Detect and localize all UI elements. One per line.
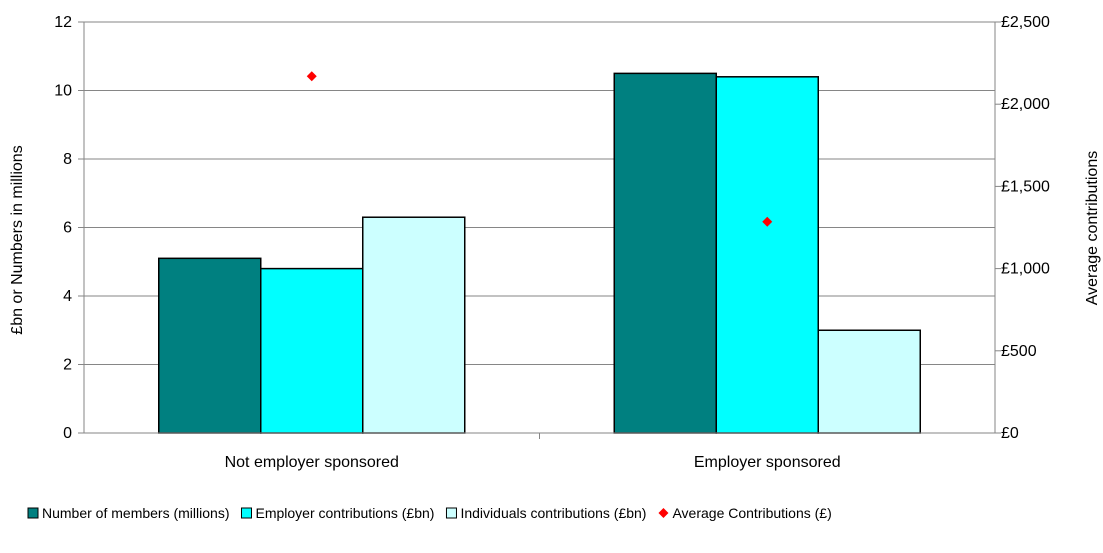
category-label: Employer sponsored [694, 454, 841, 471]
left-axis-ticks: 0 2 4 6 8 10 12 [54, 14, 84, 442]
category-labels: Not employer sponsored Employer sponsored [225, 454, 841, 471]
legend-swatch [445, 507, 457, 519]
y2-axis-title: Average contributions [1084, 151, 1101, 305]
legend-item: Average Contributions (£) [658, 505, 832, 521]
legend-label: Employer contributions (£bn) [255, 505, 434, 521]
right-axis-ticks: £0 £500 £1,000 £1,500 £2,000 £2,500 [995, 14, 1050, 442]
right-tick-label: £500 [1001, 343, 1037, 360]
bar [362, 216, 466, 434]
legend-item: Number of members (millions) [27, 505, 229, 521]
bar [158, 257, 262, 434]
right-tick-label: £1,000 [1001, 261, 1050, 278]
bar [260, 267, 364, 434]
right-tick-label: £1,500 [1001, 178, 1050, 195]
average-point [762, 216, 773, 227]
left-tick-label: 0 [63, 425, 72, 442]
legend-label: Number of members (millions) [42, 505, 229, 521]
average-points [306, 71, 773, 227]
legend-swatch [240, 507, 252, 519]
bar [817, 329, 921, 434]
legend: Number of members (millions) Employer con… [27, 505, 832, 521]
left-tick-label: 4 [63, 288, 72, 305]
left-tick-label: 8 [63, 151, 72, 168]
y-axis-title: £bn or Numbers in millions [9, 145, 26, 334]
left-tick-label: 6 [63, 220, 72, 237]
legend-item: Individuals contributions (£bn) [445, 505, 646, 521]
right-tick-label: £2,000 [1001, 96, 1050, 113]
legend-swatch [27, 507, 39, 519]
left-tick-label: 12 [54, 14, 72, 31]
bars [158, 72, 921, 434]
bar [715, 76, 819, 434]
right-tick-label: £0 [1001, 425, 1019, 442]
average-point [306, 71, 317, 82]
right-tick-label: £2,500 [1001, 14, 1050, 31]
legend-label: Average Contributions (£) [672, 505, 831, 521]
category-label: Not employer sponsored [225, 454, 399, 471]
legend-label: Individuals contributions (£bn) [460, 505, 646, 521]
legend-item: Employer contributions (£bn) [240, 505, 434, 521]
left-tick-label: 2 [63, 357, 72, 374]
bar [613, 72, 717, 434]
left-tick-label: 10 [54, 83, 72, 100]
legend-marker [658, 508, 669, 518]
